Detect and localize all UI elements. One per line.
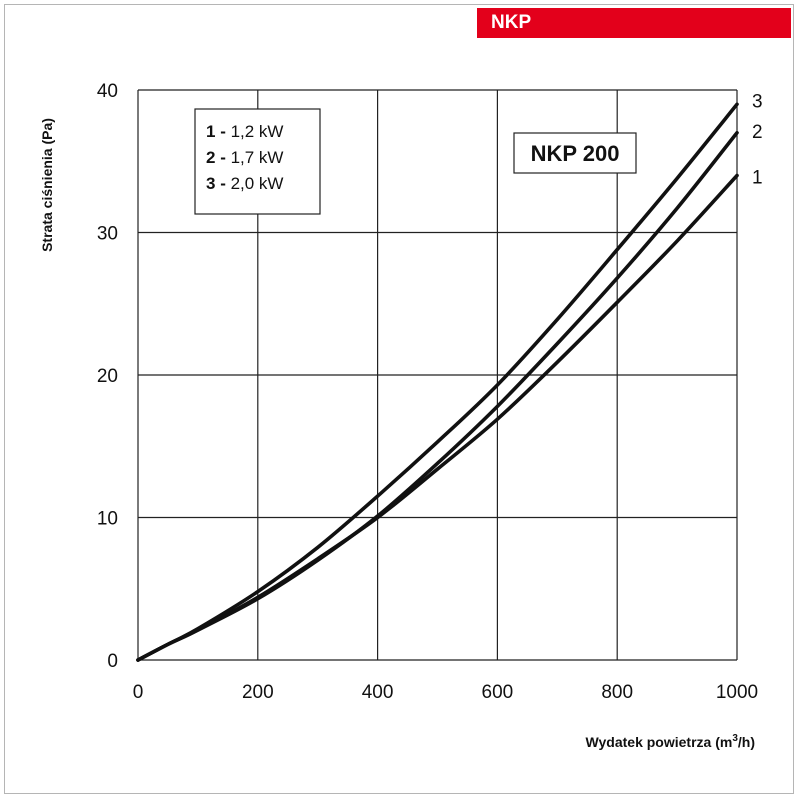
y-tick-label: 10 <box>97 509 118 530</box>
y-tick-label: 30 <box>97 224 118 245</box>
y-axis-title: Strata ciśnienia (Pa) <box>39 118 55 252</box>
legend-box <box>194 108 321 215</box>
chart-frame <box>4 4 794 794</box>
chart-title: NKP 200 <box>531 141 620 166</box>
legend-entry-2: 2 - 1,7 kW <box>206 148 283 167</box>
axis-ticks: 0 200 400 600 800 1000 0 10 20 30 40 <box>97 81 758 703</box>
y-tick-label: 40 <box>97 81 118 102</box>
x-tick-label: 200 <box>242 682 274 703</box>
y-tick-label: 0 <box>107 651 118 672</box>
model-label-box: NKP 200 <box>513 132 637 174</box>
x-axis-title: Wydatek powietrza (m3/h) <box>586 733 755 750</box>
grid <box>137 89 738 661</box>
legend: 1 - 1,2 kW 2 - 1,7 kW 3 - 2,0 kW <box>194 108 321 215</box>
series-line-3 <box>136 102 739 662</box>
x-tick-label: 400 <box>362 682 394 703</box>
x-tick-label: 600 <box>482 682 514 703</box>
legend-entry-3: 3 - 2,0 kW <box>206 174 283 193</box>
legend-entry-1: 1 - 1,2 kW <box>206 122 283 141</box>
series-line-1 <box>136 173 739 662</box>
curve-label-1: 1 <box>752 168 763 189</box>
y-tick-label: 20 <box>97 366 118 387</box>
series-lines: 1 2 3 <box>136 91 763 662</box>
brand-tab: NKP <box>477 8 791 38</box>
curve-label-2: 2 <box>752 122 763 143</box>
x-tick-label: 1000 <box>716 682 758 703</box>
curve-label-3: 3 <box>752 91 763 112</box>
x-tick-label: 0 <box>133 682 144 703</box>
x-tick-label: 800 <box>601 682 633 703</box>
